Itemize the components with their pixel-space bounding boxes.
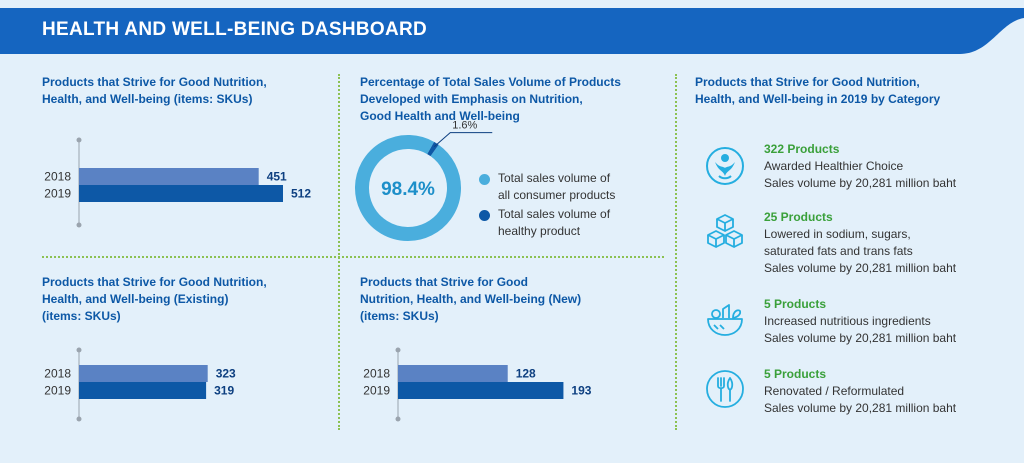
slice-leader-line [433,132,493,148]
category-healthier-choice: 322 Products Awarded Healthier Choice Sa… [705,142,1015,192]
bar-2018 [79,365,208,382]
donut-center-label: 98.4% [381,179,435,200]
bar-2018 [79,168,259,185]
value-label-2018: 451 [267,170,287,184]
category-renovated-reformulated: 5 Products Renovated / Reformulated Sale… [705,367,1015,417]
axis-end-dot [395,347,401,353]
category-label-2018: 2018 [44,367,71,381]
nutrient-bowl-icon [707,304,743,336]
bar-2019 [79,382,207,399]
panel-existing-title: Products that Strive for Good Nutrition,… [42,275,267,323]
donut-slice-healthy-products [427,141,439,157]
panel-new-title: Products that Strive for Good Nutrition,… [360,275,582,323]
bar-2019 [398,382,564,399]
bar-chart-existing: 2018 323 2019 319 [44,347,236,422]
value-label-2018: 323 [216,367,236,381]
value-label-2019: 319 [214,384,234,398]
panel-total-title: Products that Strive for Good Nutrition,… [42,75,267,106]
axis-end-dot [76,416,82,422]
panel-categories-title: Products that Strive for Good Nutrition,… [695,75,941,106]
axis-end-dot [76,222,82,228]
legend-swatch-all [479,174,490,185]
category-label-2019: 2019 [363,384,390,398]
donut-chart-share: 1.6% 98.4% [355,120,493,241]
donut-slice-all-products [355,135,461,241]
cutlery-icon [706,370,744,408]
divider-vertical-right [675,74,677,430]
healthy-person-icon [706,147,744,185]
category-lowered-sodium-sugar: 25 Products Lowered in sodium, sugars, s… [705,210,1015,278]
axis-end-dot [76,137,82,143]
category-label-2019: 2019 [44,187,71,201]
category-label-2019: 2019 [44,384,71,398]
panel-share-title: Percentage of Total Sales Volume of Prod… [360,75,621,123]
header-banner [0,8,1024,54]
axis-end-dot [395,416,401,422]
category-nutritious-ingredients: 5 Products Increased nutritious ingredie… [705,297,1015,347]
divider-vertical-left [338,74,340,430]
legend-swatch-healthy [479,210,490,221]
value-label-2019: 193 [571,384,591,398]
legend-item-all-products: Total sales volume of all consumer produ… [479,170,615,204]
bar-chart-new: 2018 128 2019 193 [363,347,592,422]
axis-end-dot [76,347,82,353]
bar-chart-total: 2018 451 2019 512 [44,137,311,228]
value-label-2018: 128 [516,367,536,381]
slice-label-healthy: 1.6% [452,120,477,132]
value-label-2019: 512 [291,187,311,201]
category-label-2018: 2018 [44,170,71,184]
bar-2019 [79,185,283,202]
legend-item-healthy-products: Total sales volume of healthy product [479,206,610,240]
divider-horizontal [42,256,664,258]
sugar-cubes-icon [707,214,743,248]
dashboard-title: HEALTH AND WELL-BEING DASHBOARD [42,19,428,40]
category-label-2018: 2018 [363,367,390,381]
bar-2018 [398,365,508,382]
